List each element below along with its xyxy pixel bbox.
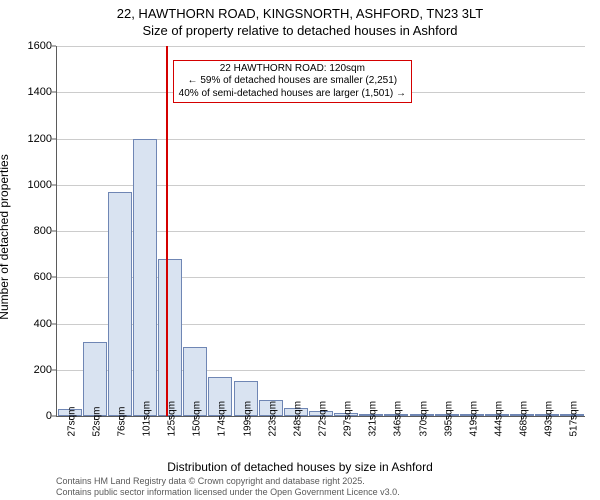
y-tick-label: 0 (12, 410, 52, 422)
annotation-line: 22 HAWTHORN ROAD: 120sqm (179, 63, 406, 76)
x-tick-label: 27sqm (66, 431, 77, 437)
y-tick-label: 1600 (12, 40, 52, 52)
x-tick-label: 150sqm (192, 431, 203, 437)
gridline (57, 46, 585, 47)
x-tick-label: 52sqm (91, 431, 102, 437)
y-tick-mark (52, 277, 56, 278)
y-tick-mark (52, 46, 56, 47)
y-tick-label: 400 (12, 318, 52, 330)
chart-container: 22, HAWTHORN ROAD, KINGSNORTH, ASHFORD, … (0, 0, 600, 500)
x-tick-label: 248sqm (292, 431, 303, 437)
x-tick-label: 101sqm (142, 431, 153, 437)
y-tick-mark (52, 416, 56, 417)
x-tick-label: 272sqm (318, 431, 329, 437)
y-tick-mark (52, 184, 56, 185)
x-tick-label: 419sqm (468, 431, 479, 437)
x-tick-label: 199sqm (242, 431, 253, 437)
title-line-2: Size of property relative to detached ho… (0, 23, 600, 40)
histogram-bar (83, 342, 107, 416)
annotation-line: ← 59% of detached houses are smaller (2,… (179, 75, 406, 88)
x-tick-label: 395sqm (443, 431, 454, 437)
y-tick-mark (52, 323, 56, 324)
histogram-bar (158, 259, 182, 416)
histogram-bar (108, 192, 132, 416)
y-tick-label: 1000 (12, 179, 52, 191)
title-block: 22, HAWTHORN ROAD, KINGSNORTH, ASHFORD, … (0, 0, 600, 40)
plot-area: 22 HAWTHORN ROAD: 120sqm← 59% of detache… (56, 46, 585, 417)
annotation-box: 22 HAWTHORN ROAD: 120sqm← 59% of detache… (173, 60, 412, 104)
attribution-footer: Contains HM Land Registry data © Crown c… (56, 476, 400, 498)
y-tick-mark (52, 369, 56, 370)
y-axis-label: Number of detached properties (0, 154, 11, 319)
x-tick-label: 493sqm (544, 431, 555, 437)
y-tick-mark (52, 92, 56, 93)
y-tick-mark (52, 231, 56, 232)
footer-line-1: Contains HM Land Registry data © Crown c… (56, 476, 400, 487)
x-axis-label: Distribution of detached houses by size … (0, 460, 600, 474)
x-tick-label: 76sqm (116, 431, 127, 437)
x-tick-label: 321sqm (368, 431, 379, 437)
y-tick-label: 1200 (12, 133, 52, 145)
y-tick-mark (52, 138, 56, 139)
x-tick-label: 517sqm (569, 431, 580, 437)
footer-line-2: Contains public sector information licen… (56, 487, 400, 498)
y-tick-label: 800 (12, 225, 52, 237)
title-line-1: 22, HAWTHORN ROAD, KINGSNORTH, ASHFORD, … (0, 6, 600, 23)
annotation-line: 40% of semi-detached houses are larger (… (179, 88, 406, 101)
y-tick-label: 200 (12, 364, 52, 376)
x-tick-label: 125sqm (167, 431, 178, 437)
x-tick-label: 444sqm (494, 431, 505, 437)
x-tick-label: 468sqm (519, 431, 530, 437)
x-tick-label: 297sqm (343, 431, 354, 437)
x-tick-label: 370sqm (418, 431, 429, 437)
y-tick-label: 1400 (12, 86, 52, 98)
reference-line (166, 46, 168, 416)
x-tick-label: 223sqm (267, 431, 278, 437)
y-tick-label: 600 (12, 271, 52, 283)
histogram-bar (133, 139, 157, 417)
x-tick-label: 346sqm (393, 431, 404, 437)
x-tick-label: 174sqm (217, 431, 228, 437)
